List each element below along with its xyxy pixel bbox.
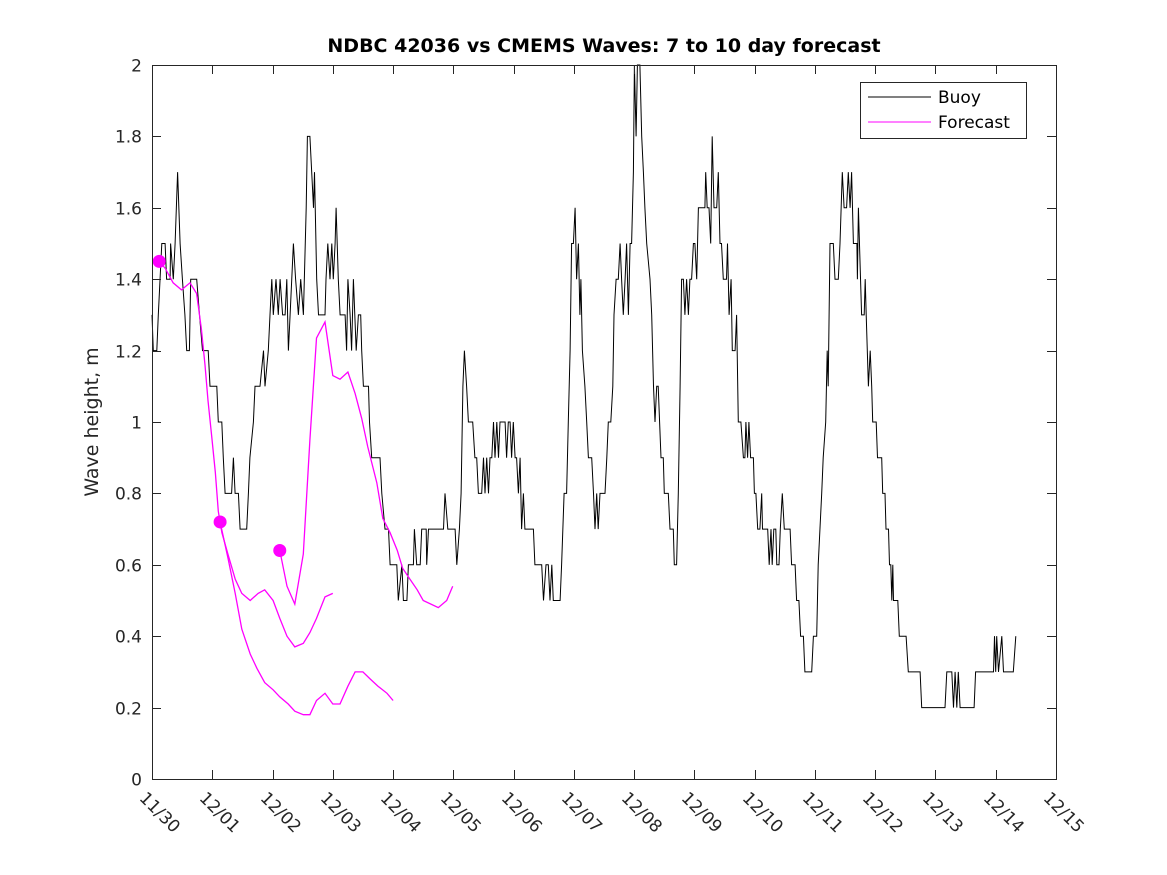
- legend-label-buoy: Buoy: [938, 88, 981, 108]
- y-tick-label: 1: [131, 414, 142, 434]
- x-tick-label: 12/14: [979, 788, 1028, 837]
- x-tick-label: 12/04: [376, 788, 425, 837]
- y-tick-label: 1.2: [115, 343, 142, 363]
- x-tick-label: 11/30: [135, 788, 184, 837]
- y-tick-label: 0.4: [115, 628, 142, 648]
- forecast-start-marker-3: [273, 544, 287, 558]
- forecast-line-3: [279, 319, 454, 609]
- x-tick-label: 12/05: [436, 788, 485, 837]
- x-tick-label: 12/10: [738, 788, 787, 837]
- y-tick-label: 1.4: [115, 271, 142, 291]
- x-tick-label: 12/12: [858, 788, 907, 837]
- forecast-line-2: [219, 521, 394, 716]
- legend: Buoy Forecast: [860, 82, 1027, 139]
- forecast-line-1: [158, 260, 334, 648]
- x-tick-label: 12/13: [918, 788, 967, 837]
- x-tick-label: 12/08: [617, 788, 666, 837]
- legend-label-forecast: Forecast: [938, 113, 1010, 133]
- x-tick-label: 12/01: [195, 788, 244, 837]
- x-tick-label: 12/02: [256, 788, 305, 837]
- x-tick-label: 12/03: [316, 788, 365, 837]
- forecast-start-marker-2: [213, 515, 227, 529]
- y-tick-label: 0.8: [115, 485, 142, 505]
- x-tick-label: 12/15: [1039, 788, 1088, 837]
- plot-area: [152, 65, 1056, 779]
- y-tick-label: 0: [131, 771, 142, 791]
- chart-title: NDBC 42036 vs CMEMS Waves: 7 to 10 day f…: [327, 35, 880, 57]
- y-tick-label: 0.6: [115, 557, 142, 577]
- y-tick-label: 2: [131, 57, 142, 77]
- y-axis-label: Wave height, m: [81, 347, 103, 496]
- legend-box: [860, 82, 1027, 139]
- x-tick-label: 12/11: [798, 788, 847, 837]
- forecast-start-marker-1: [152, 254, 166, 268]
- buoy-line: [151, 64, 1017, 709]
- series-layer: [151, 64, 1017, 716]
- x-tick-label: 12/07: [557, 788, 606, 837]
- y-tick-label: 1.6: [115, 200, 142, 220]
- x-tick-label: 12/06: [497, 788, 546, 837]
- x-tick-label: 12/09: [677, 788, 726, 837]
- y-tick-label: 1.8: [115, 128, 142, 148]
- y-tick-label: 0.2: [115, 700, 142, 720]
